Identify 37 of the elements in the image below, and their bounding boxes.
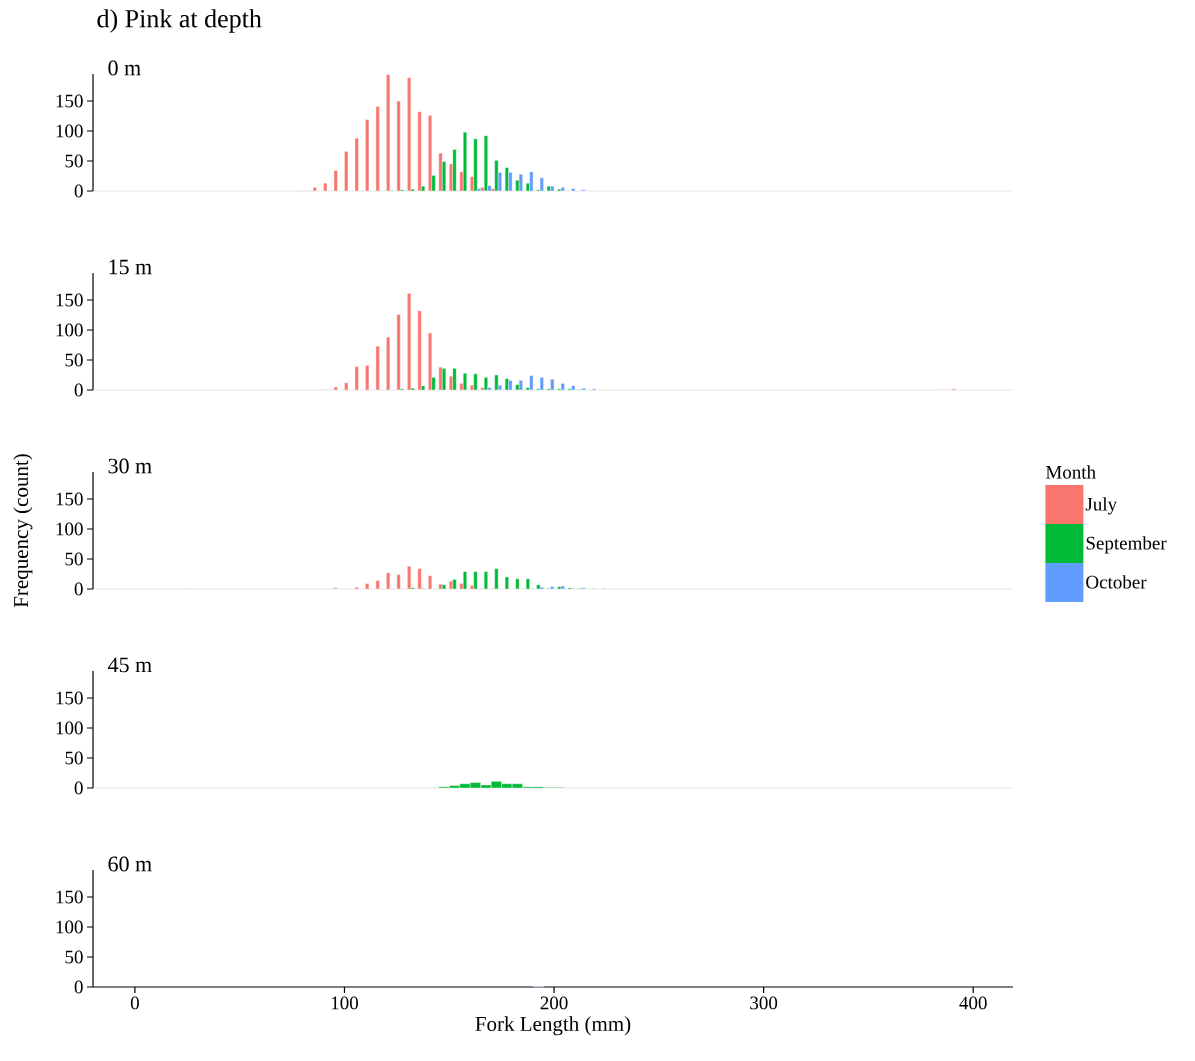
- y-tick-label: 150: [56, 293, 83, 307]
- chart-subtitle: 60 m: [108, 856, 152, 872]
- legend-title: Month: [1045, 465, 1096, 479]
- y-tick-label: 0: [74, 781, 83, 795]
- x-tick-label: 100: [331, 996, 358, 1010]
- chart-subtitle: 15 m: [109, 259, 152, 275]
- y-tick-label: 0: [74, 980, 83, 994]
- y-tick-label: 150: [56, 492, 83, 506]
- chart-subtitle: 45 m: [108, 657, 152, 673]
- y-tick-label: 100: [56, 920, 83, 934]
- y-tick-label: 100: [56, 124, 83, 138]
- legend-label: July: [1085, 497, 1117, 515]
- legend-label: October: [1086, 575, 1147, 589]
- x-tick-label: 400: [959, 996, 987, 1010]
- y-tick-label: 100: [56, 323, 83, 337]
- legend-label: September: [1086, 536, 1167, 554]
- y-tick-label: 0: [74, 582, 83, 596]
- y-tick-label: 50: [65, 353, 83, 367]
- chart-title: d) Pink at depth: [97, 9, 262, 33]
- y-tick-label: 50: [65, 751, 83, 765]
- y-tick-label: 0: [74, 184, 83, 198]
- y-tick-label: 150: [56, 890, 83, 904]
- x-tick-label: 200: [540, 996, 568, 1010]
- x-tick-label: 0: [130, 996, 139, 1010]
- x-tick-label: 300: [750, 996, 778, 1010]
- y-tick-label: 0: [74, 383, 83, 397]
- chart-subtitle: 0 m: [108, 60, 141, 76]
- chart-subtitle: 30 m: [108, 458, 152, 474]
- y-tick-label: 50: [65, 154, 83, 168]
- y-tick-label: 150: [56, 94, 83, 108]
- y-tick-label: 100: [56, 721, 83, 735]
- y-tick-label: 50: [65, 552, 83, 566]
- y-tick-label: 150: [56, 691, 83, 705]
- y-axis-title: Frequency (count): [13, 454, 33, 608]
- x-axis-title: Fork Length (mm): [475, 1016, 631, 1036]
- y-tick-label: 50: [65, 950, 83, 964]
- y-tick-label: 100: [56, 522, 83, 536]
